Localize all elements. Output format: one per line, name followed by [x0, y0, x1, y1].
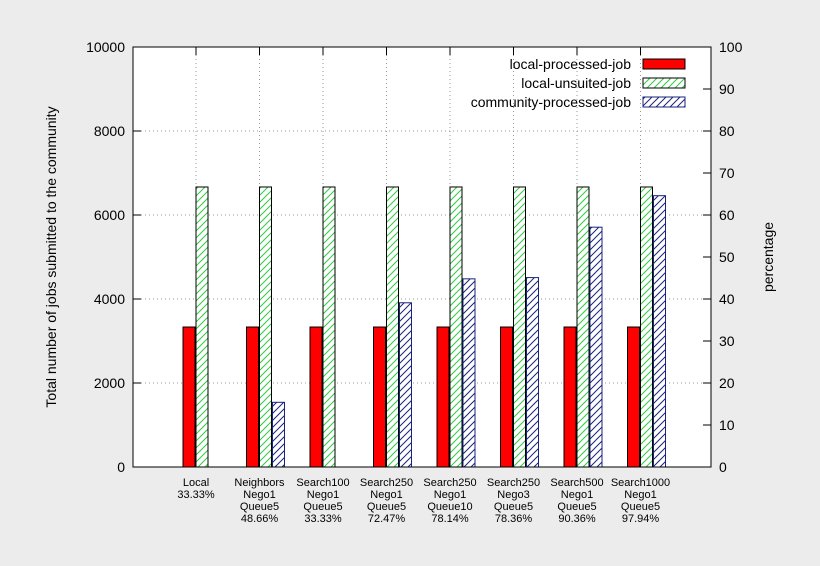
- category-label: Queue10: [427, 501, 472, 513]
- category-label: Nego1: [370, 489, 402, 501]
- y2-tick-label: 10: [719, 417, 735, 433]
- category-label: 72.47%: [368, 513, 406, 525]
- legend-label: local-unsuited-job: [521, 75, 631, 91]
- legend-swatch: [642, 58, 686, 70]
- category-label: Queue5: [621, 501, 660, 513]
- bar-local-unsuited-job: [386, 186, 399, 468]
- bar-local-unsuited-job: [576, 186, 590, 468]
- y-tick-label: 2000: [94, 375, 125, 391]
- category-label: Queue5: [303, 501, 342, 513]
- y-tick-label: 10000: [86, 39, 125, 55]
- bar-local-processed-job: [563, 326, 577, 468]
- category-label: Queue5: [557, 501, 596, 513]
- category-label: Nego3: [497, 489, 529, 501]
- y2-tick-label: 30: [719, 333, 735, 349]
- bar-local-unsuited-job: [259, 186, 272, 468]
- category-label: Nego1: [434, 489, 466, 501]
- category-label: Neighbors: [234, 477, 285, 489]
- bar-community-processed-job: [399, 302, 412, 468]
- gridlines: [133, 47, 711, 467]
- y2-tick-label: 80: [719, 123, 735, 139]
- axis-ticks: [133, 46, 711, 468]
- category-label: Nego1: [561, 489, 593, 501]
- category-label: Search250: [487, 477, 540, 489]
- plot-area: [133, 47, 711, 467]
- bar-community-processed-job: [589, 226, 603, 468]
- y2-tick-label: 50: [719, 249, 735, 265]
- category-label: 90.36%: [558, 513, 596, 525]
- category-label: Search250: [360, 477, 413, 489]
- bar-local-unsuited-job: [449, 186, 463, 468]
- bars: [182, 186, 666, 468]
- category-label: Search500: [550, 477, 603, 489]
- category-label: Local: [183, 477, 209, 489]
- y-axis-label: Total number of jobs submitted to the co…: [43, 106, 59, 407]
- category-label: Search250: [423, 477, 476, 489]
- category-label: Nego1: [624, 489, 656, 501]
- y2-axis-label: percentage: [760, 222, 776, 292]
- bar-community-processed-job: [653, 195, 666, 468]
- y-tick-label: 0: [117, 459, 125, 475]
- category-label: 33.33%: [177, 489, 215, 501]
- legend-label: community-processed-job: [471, 94, 631, 110]
- category-label: Queue5: [494, 501, 533, 513]
- category-label: Nego1: [307, 489, 339, 501]
- bar-local-unsuited-job: [640, 186, 653, 468]
- category-label: 48.66%: [241, 513, 279, 525]
- y-tick-label: 8000: [94, 123, 125, 139]
- bar-local-processed-job: [373, 326, 386, 468]
- bar-community-processed-job: [272, 401, 285, 468]
- y2-tick-label: 40: [719, 291, 735, 307]
- y2-tick-label: 90: [719, 81, 735, 97]
- bar-local-processed-job: [182, 326, 196, 468]
- legend: local-processed-job local-unsuited-job com…: [471, 56, 686, 110]
- bar-local-processed-job: [500, 326, 513, 468]
- bar-local-unsuited-job: [513, 186, 526, 468]
- tick-labels: 0 2000 4000 6000 8000 10000 0 10 20 30 40 50 60 70 80 9…: [86, 39, 743, 475]
- y2-tick-label: 100: [719, 39, 743, 55]
- category-label: Search100: [296, 477, 349, 489]
- category-label: 33.33%: [304, 513, 342, 525]
- bar-local-unsuited-job: [195, 186, 209, 468]
- category-label: 78.14%: [431, 513, 469, 525]
- y-tick-label: 4000: [94, 291, 125, 307]
- bar-community-processed-job: [462, 278, 476, 468]
- legend-label: local-processed-job: [510, 56, 632, 72]
- legend-swatch: [642, 77, 686, 89]
- category-label: 97.94%: [622, 513, 660, 525]
- category-label: Nego1: [243, 489, 275, 501]
- y2-tick-label: 0: [719, 459, 727, 475]
- bar-local-processed-job: [436, 326, 450, 468]
- bar-local-processed-job: [246, 326, 259, 468]
- bar-local-processed-job: [627, 326, 640, 468]
- y2-tick-label: 70: [719, 165, 735, 181]
- y-tick-label: 6000: [94, 207, 125, 223]
- y2-tick-label: 60: [719, 207, 735, 223]
- bar-community-processed-job: [526, 277, 539, 468]
- legend-swatch: [642, 96, 686, 108]
- category-labels: Local33.33%NeighborsNego1Queue548.66%Sea…: [177, 477, 670, 525]
- category-label: Queue5: [240, 501, 279, 513]
- category-label: Queue5: [367, 501, 406, 513]
- y2-tick-label: 20: [719, 375, 735, 391]
- category-label: Search1000: [611, 477, 670, 489]
- bar-local-unsuited-job: [322, 186, 336, 468]
- category-label: 78.36%: [495, 513, 533, 525]
- bar-local-processed-job: [309, 326, 323, 468]
